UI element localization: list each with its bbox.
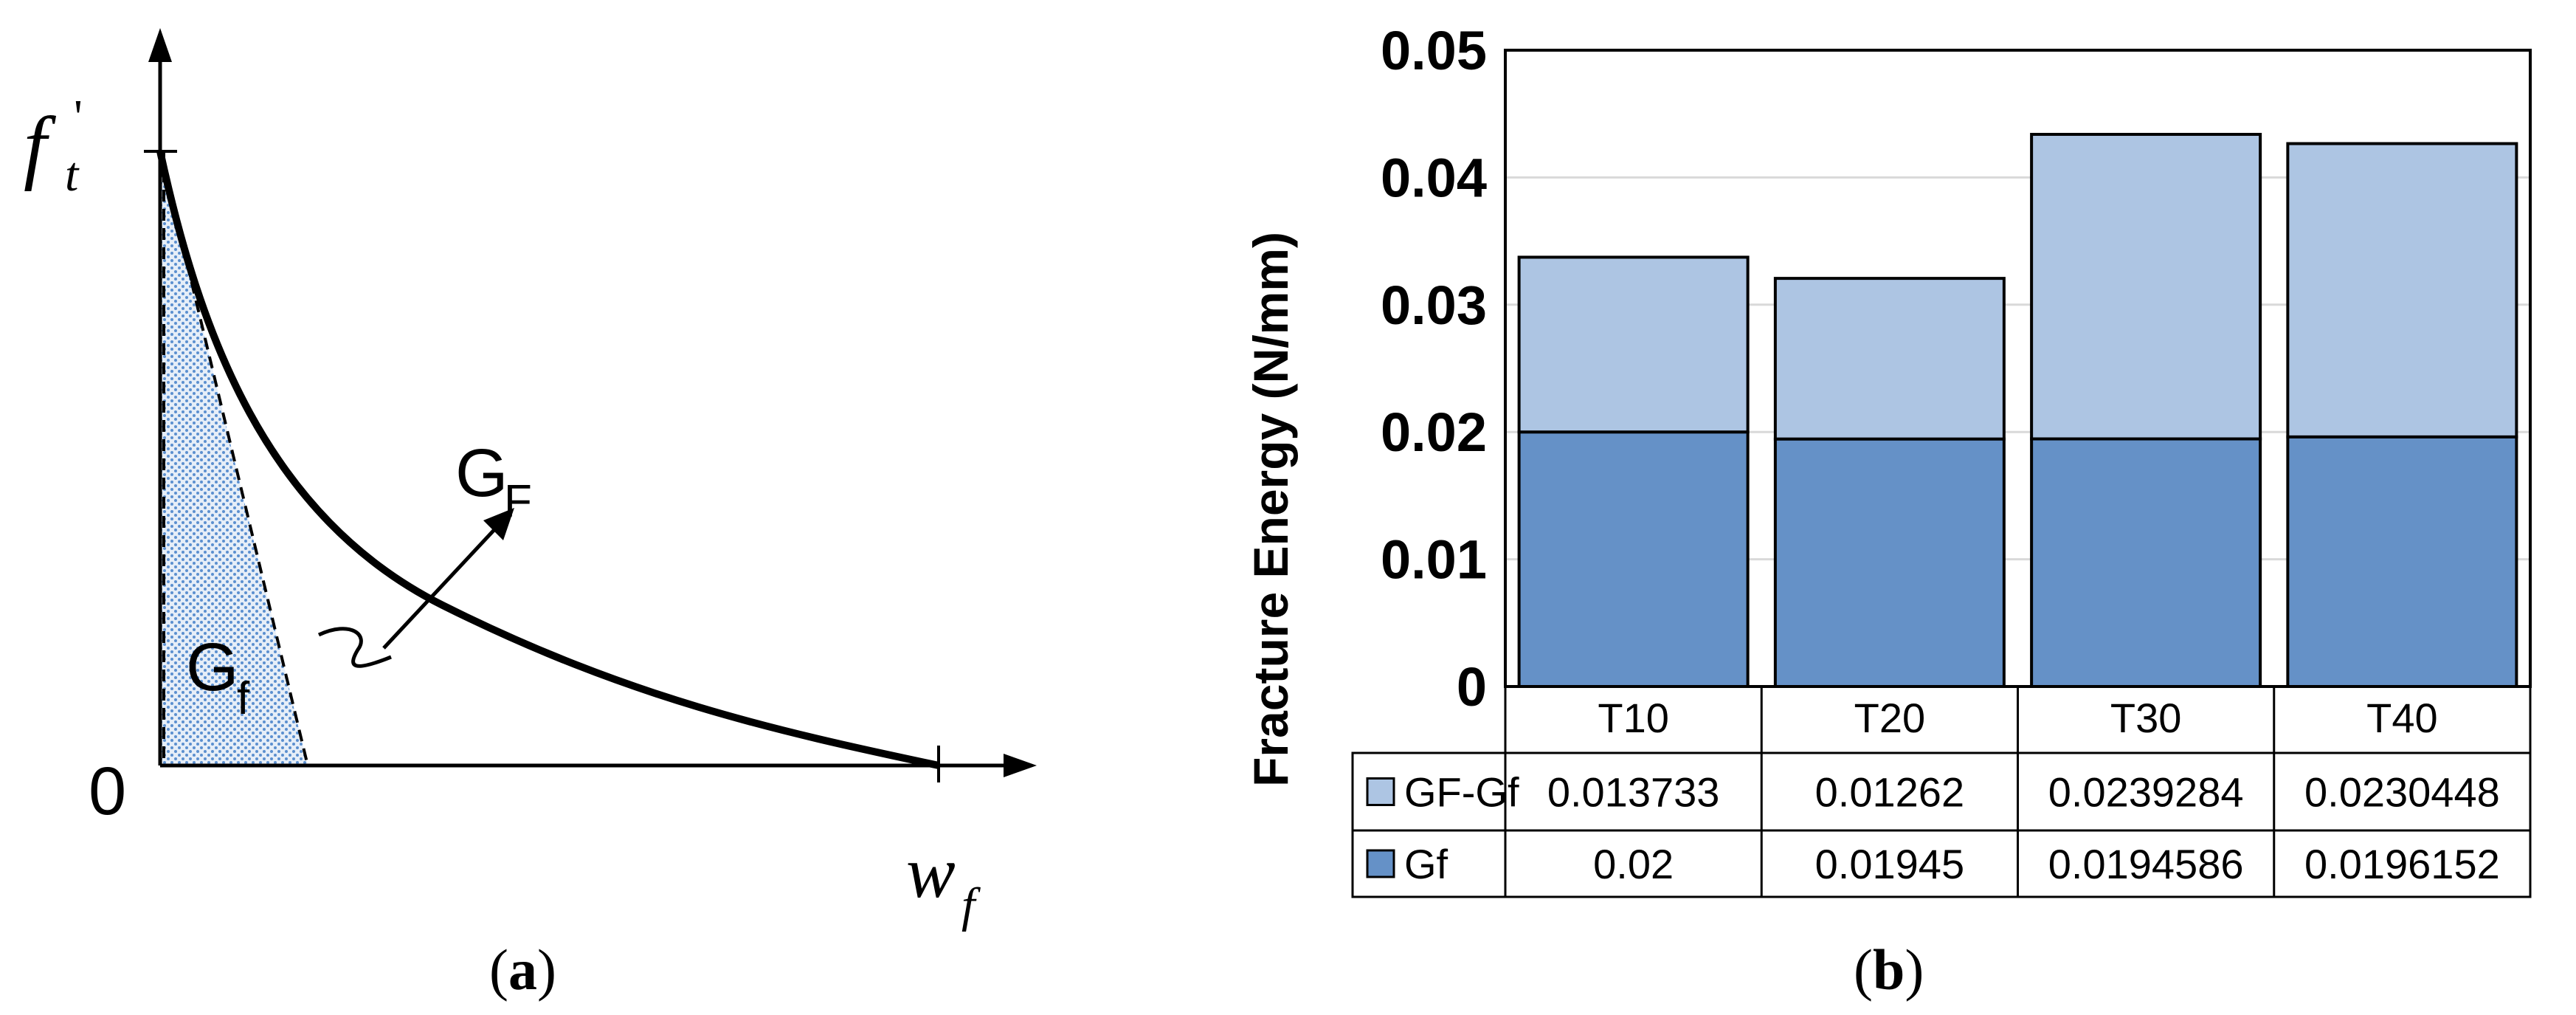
- category-label: T40: [2366, 695, 2438, 741]
- origin-label: 0: [89, 754, 126, 829]
- panel-b-caption: (b): [1854, 937, 1924, 1002]
- data-label: 0.0230448: [2304, 769, 2500, 816]
- category-label: T10: [1598, 695, 1669, 741]
- x-axis-label: w: [906, 831, 956, 913]
- data-label: 0.01945: [1815, 841, 1964, 887]
- y-tick-label: 0.01: [1381, 529, 1487, 591]
- gf-initial-label-sub: f: [237, 673, 250, 724]
- data-table: T10 T20 T30 T40 GF-Gf 0.013733 0.01262 0.023928…: [1351, 685, 2532, 898]
- gf-initial-label: G: [186, 630, 239, 705]
- bar-gf-gf-t20: [1773, 277, 2006, 441]
- bar-gf-t40: [2286, 435, 2518, 688]
- chart-bars: [1517, 133, 2518, 689]
- y-axis-arrow: [148, 28, 172, 62]
- gf-brace: [317, 627, 392, 668]
- y-axis-label-sup: ': [74, 90, 83, 144]
- softening-curve: [156, 150, 940, 769]
- gf-total-label: G: [455, 436, 508, 511]
- y-tick-label: 0.04: [1381, 147, 1487, 208]
- legend-swatch: [1366, 777, 1395, 806]
- table-body: [1351, 751, 2532, 898]
- y-tick-label: 0: [1457, 656, 1487, 718]
- y-tick-label: 0.05: [1381, 20, 1487, 81]
- x-axis-label-sub: f: [961, 878, 981, 932]
- series-label: Gf: [1404, 841, 1448, 887]
- bar-gf-gf-t10: [1517, 255, 1750, 434]
- y-tick-label: 0.03: [1381, 275, 1487, 336]
- data-label: 0.01262: [1815, 769, 1964, 816]
- series-label: GF-Gf: [1404, 769, 1519, 816]
- bar-gf-t10: [1517, 430, 1750, 688]
- gf-arrow-line: [382, 523, 501, 650]
- y-axis-label: f: [24, 100, 57, 192]
- bar-gf-gf-t40: [2286, 142, 2518, 438]
- panel-b: 0 0.01 0.02 0.03 0.04 0.05 Fracture Energy (N…: [1243, 20, 2532, 1002]
- x-axis-arrow: [1004, 754, 1037, 777]
- data-label: 0.0196152: [2304, 841, 2500, 887]
- panel-a: f ' t 0 w f G F G f (a): [24, 28, 1037, 1002]
- data-label: 0.0239284: [2048, 769, 2244, 816]
- bar-gf-t30: [2030, 437, 2262, 689]
- y-tick-label: 0.02: [1381, 402, 1487, 463]
- chart-y-axis-label: Fracture Energy (N/mm): [1243, 232, 1298, 787]
- category-label: T30: [2110, 695, 2182, 741]
- data-label: 0.0194586: [2048, 841, 2244, 887]
- gf-arrow-head: [483, 508, 514, 540]
- bar-gf-gf-t30: [2030, 133, 2262, 441]
- panel-a-caption: (a): [489, 937, 556, 1002]
- gf-total-label-sub: F: [504, 476, 532, 527]
- data-label: 0.013733: [1547, 769, 1720, 816]
- legend-swatch: [1366, 849, 1395, 878]
- data-label: 0.02: [1593, 841, 1674, 887]
- bar-gf-t20: [1773, 437, 2006, 688]
- y-axis-label-sub: t: [65, 148, 80, 202]
- y-tick-labels: 0 0.01 0.02 0.03 0.04 0.05: [1381, 20, 1487, 718]
- category-label: T20: [1854, 695, 1926, 741]
